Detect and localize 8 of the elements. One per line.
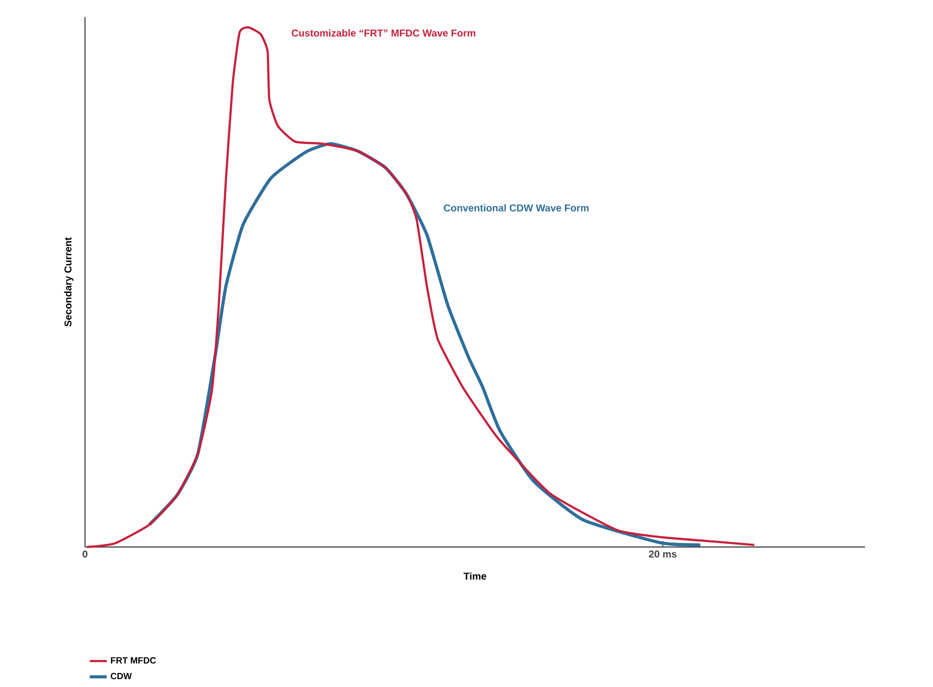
- annotation: Conventional CDW Wave Form: [444, 204, 589, 212]
- x-axis-title: Time: [464, 572, 486, 580]
- y-axis-title: Secondary Current: [64, 237, 74, 327]
- annotation: Customizable “FRT” MFDC Wave Form: [292, 29, 476, 37]
- legend-label: FRT MFDC: [110, 657, 156, 664]
- x-tick-label: 20 ms: [649, 550, 676, 558]
- legend-label: CDW: [110, 672, 132, 680]
- x-tick-label: 0: [82, 550, 88, 558]
